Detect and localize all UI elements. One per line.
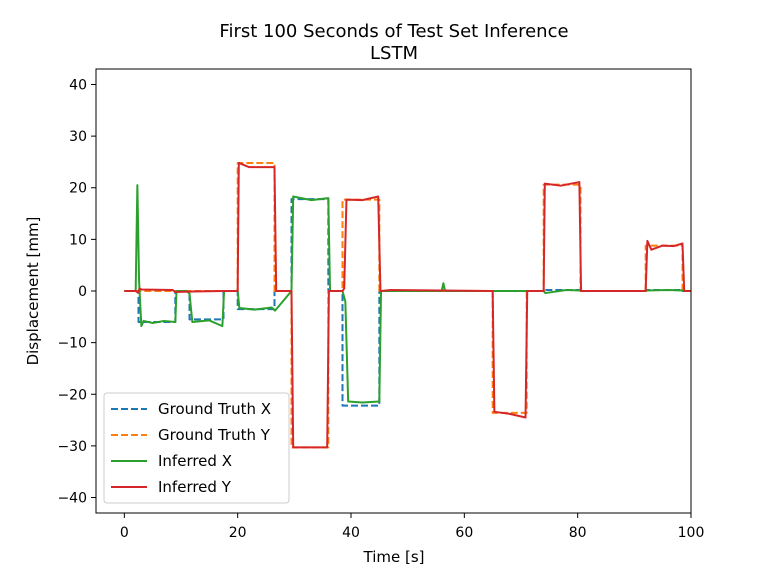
series-line-inferred-x — [124, 184, 691, 404]
legend-label: Inferred X — [158, 452, 232, 470]
x-tick-label: 0 — [120, 525, 129, 541]
y-axis-label: Displacement [mm] — [24, 217, 42, 366]
legend-label: Ground Truth Y — [158, 426, 271, 444]
y-tick-label: 10 — [69, 232, 87, 248]
legend-box — [103, 392, 290, 504]
x-axis-ticks: 0 20 40 60 80 100 — [120, 513, 704, 541]
series-line-inferred-y — [124, 161, 691, 449]
y-tick-label: −30 — [57, 439, 87, 455]
x-tick-label: 40 — [342, 525, 360, 541]
series-layer — [124, 161, 691, 449]
x-axis-label: Time [s] — [363, 548, 425, 566]
y-tick-label: 20 — [69, 181, 87, 197]
x-tick-label: 80 — [569, 525, 587, 541]
chart-subtitle: LSTM — [370, 43, 418, 64]
y-tick-label: 30 — [69, 129, 87, 145]
y-tick-label: −10 — [57, 336, 87, 352]
y-tick-label: −20 — [57, 387, 87, 403]
x-tick-label: 60 — [455, 525, 473, 541]
chart-title: First 100 Seconds of Test Set Inference — [219, 21, 568, 42]
legend-label: Ground Truth X — [158, 400, 271, 418]
y-tick-label: 0 — [78, 284, 87, 300]
y-axis-ticks: −40 −30 −20 −10 0 10 20 30 40 — [57, 77, 96, 507]
x-tick-label: 100 — [678, 525, 705, 541]
y-tick-label: −40 — [57, 491, 87, 507]
legend-label: Inferred Y — [158, 478, 232, 496]
legend: Ground Truth X Ground Truth Y Inferred X In… — [103, 392, 290, 504]
x-tick-label: 20 — [229, 525, 247, 541]
y-tick-label: 40 — [69, 77, 87, 93]
